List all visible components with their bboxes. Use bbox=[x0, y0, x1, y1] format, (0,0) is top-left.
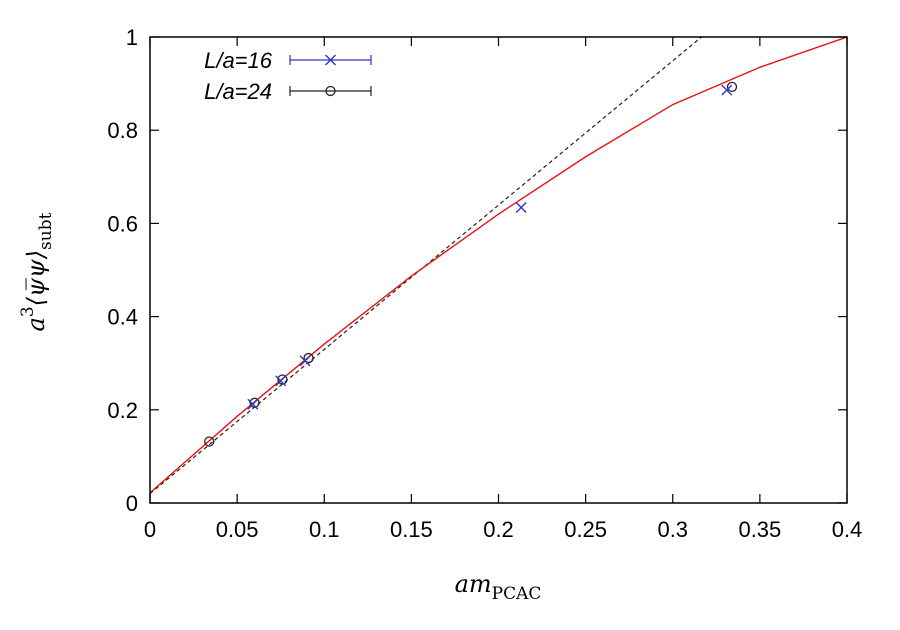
data-point-l24 bbox=[249, 397, 260, 408]
data-point-l24 bbox=[277, 374, 288, 385]
x-tick-label: 0.3 bbox=[657, 517, 688, 542]
legend: L/a=16 L/a=24 bbox=[204, 48, 372, 104]
x-tick-label: 0 bbox=[144, 517, 156, 542]
y-axis-label-main: a bbox=[22, 317, 50, 331]
y-axis-label: a3⟨ψ̅ψ⟩subt bbox=[18, 212, 56, 331]
y-tick-label: 0 bbox=[126, 491, 138, 516]
plot-area bbox=[150, 37, 847, 495]
legend-marker bbox=[325, 85, 336, 97]
legend-label: L/a=16 bbox=[204, 48, 273, 73]
data-point-l16 bbox=[275, 375, 287, 387]
x-marker-stroke bbox=[325, 54, 336, 66]
x-axis-label: amPCAC bbox=[455, 570, 542, 604]
x-axis-label-sub: PCAC bbox=[492, 584, 542, 604]
legend-marker bbox=[325, 54, 336, 66]
data-point-l24 bbox=[726, 81, 738, 93]
x-marker-stroke bbox=[515, 202, 527, 214]
x-tick-label: 0.05 bbox=[216, 517, 259, 542]
x-tick-label: 0.2 bbox=[483, 517, 514, 542]
x-tick-label: 0.25 bbox=[564, 517, 607, 542]
data-point-l16 bbox=[515, 202, 527, 214]
x-axis-label-main: am bbox=[455, 570, 492, 598]
y-axis-label-sup: 3 bbox=[18, 306, 38, 317]
x-tick-label: 0.1 bbox=[309, 517, 340, 542]
x-marker-stroke bbox=[275, 375, 287, 387]
data-point-l16 bbox=[299, 355, 311, 367]
legend-label: L/a=24 bbox=[204, 79, 272, 104]
y-tick-label: 0.4 bbox=[107, 305, 138, 330]
y-tick-label: 0.8 bbox=[107, 118, 138, 143]
x-marker-stroke bbox=[247, 398, 259, 410]
y-axis-label-bracket: ⟨ψ̅ψ⟩ bbox=[22, 250, 50, 306]
y-axis-label-sub: subt bbox=[36, 212, 56, 250]
axes: 0 0.05 0.1 0.15 0.2 0.25 0.3 0.35 0.4 0 0.2 0.4 0.6 0… bbox=[107, 25, 862, 542]
x-tick-label: 0.15 bbox=[390, 517, 433, 542]
data-point-l24 bbox=[204, 436, 215, 447]
y-tick-label: 0.2 bbox=[107, 398, 138, 423]
y-tick-label: 1 bbox=[126, 25, 138, 50]
x-marker-stroke bbox=[721, 84, 733, 96]
data-point-l16 bbox=[247, 398, 259, 410]
data-point-l16 bbox=[721, 84, 733, 96]
data-point-l24 bbox=[303, 352, 314, 364]
x-tick-label: 0.4 bbox=[832, 517, 863, 542]
x-marker-stroke bbox=[299, 355, 311, 367]
y-tick-label: 0.6 bbox=[107, 211, 138, 236]
fit-curve-line bbox=[150, 37, 847, 494]
x-tick-label: 0.35 bbox=[738, 517, 781, 542]
